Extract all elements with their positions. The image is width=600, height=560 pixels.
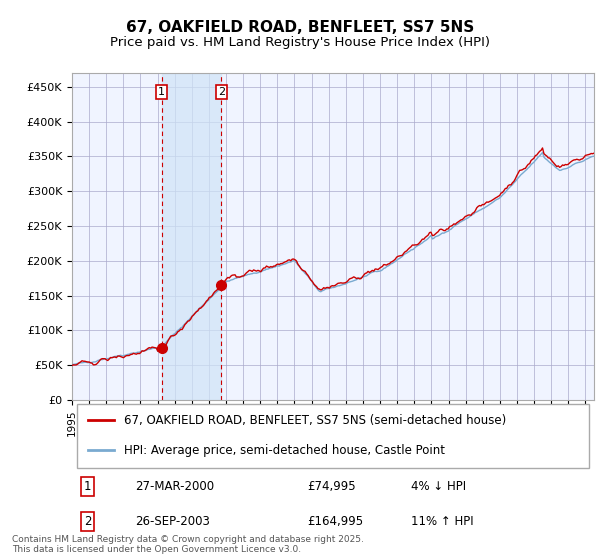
Text: 67, OAKFIELD ROAD, BENFLEET, SS7 5NS (semi-detached house): 67, OAKFIELD ROAD, BENFLEET, SS7 5NS (se… bbox=[124, 413, 506, 427]
Text: 1: 1 bbox=[158, 87, 165, 97]
Text: 2: 2 bbox=[84, 515, 91, 528]
Bar bbox=[161, 73, 221, 400]
Text: 2: 2 bbox=[218, 87, 225, 97]
Text: £164,995: £164,995 bbox=[307, 515, 363, 528]
FancyBboxPatch shape bbox=[77, 404, 589, 468]
Text: Contains HM Land Registry data © Crown copyright and database right 2025.
This d: Contains HM Land Registry data © Crown c… bbox=[12, 535, 364, 554]
Text: Price paid vs. HM Land Registry's House Price Index (HPI): Price paid vs. HM Land Registry's House … bbox=[110, 36, 490, 49]
Text: 11% ↑ HPI: 11% ↑ HPI bbox=[412, 515, 474, 528]
Text: HPI: Average price, semi-detached house, Castle Point: HPI: Average price, semi-detached house,… bbox=[124, 444, 445, 456]
Text: £74,995: £74,995 bbox=[307, 480, 356, 493]
Text: 27-MAR-2000: 27-MAR-2000 bbox=[134, 480, 214, 493]
Text: 4% ↓ HPI: 4% ↓ HPI bbox=[412, 480, 466, 493]
Text: 26-SEP-2003: 26-SEP-2003 bbox=[134, 515, 209, 528]
Text: 67, OAKFIELD ROAD, BENFLEET, SS7 5NS: 67, OAKFIELD ROAD, BENFLEET, SS7 5NS bbox=[126, 20, 474, 35]
Text: 1: 1 bbox=[84, 480, 91, 493]
